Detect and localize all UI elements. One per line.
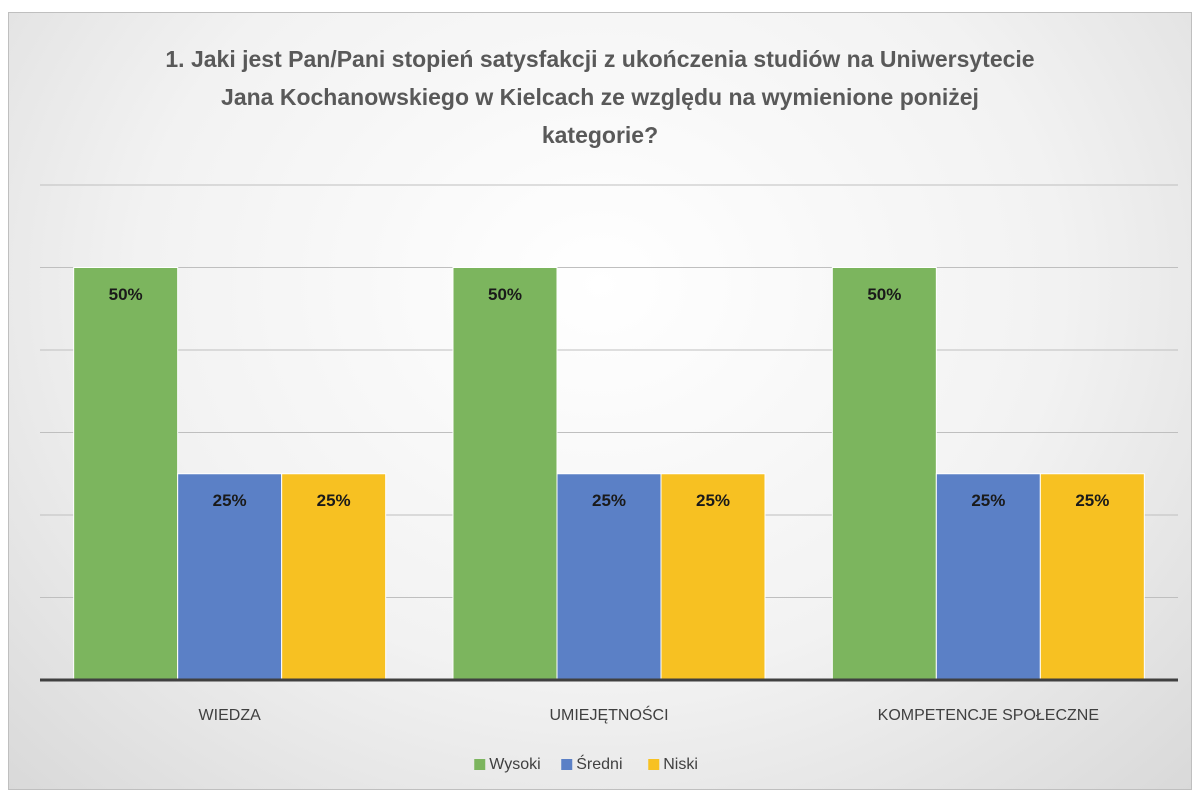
bar	[831, 267, 937, 681]
bar	[660, 473, 766, 681]
data-label: 50%	[488, 285, 522, 304]
x-tick-label: KOMPETENCJE SPOŁECZNE	[878, 707, 1099, 724]
legend-swatch	[561, 759, 573, 770]
data-label: 25%	[213, 491, 247, 510]
x-tick-label: UMIEJĘTNOŚCI	[549, 705, 668, 724]
legend-label: Wysoki	[489, 756, 540, 773]
bar	[73, 267, 179, 681]
data-label: 25%	[696, 491, 730, 510]
data-label: 50%	[109, 285, 143, 304]
legend-swatch	[474, 759, 486, 770]
x-tick-label: WIEDZA	[199, 707, 262, 724]
data-label: 50%	[867, 285, 901, 304]
bar	[177, 473, 283, 681]
legend-swatch	[648, 759, 660, 770]
bar	[281, 473, 387, 681]
data-label: 25%	[317, 491, 351, 510]
data-label: 25%	[971, 491, 1005, 510]
legend-label: Średni	[576, 754, 622, 773]
data-label: 25%	[592, 491, 626, 510]
bar	[556, 473, 662, 681]
bar	[1039, 473, 1145, 681]
bar	[452, 267, 558, 681]
data-label: 25%	[1075, 491, 1109, 510]
chart-title: 1. Jaki jest Pan/Pani stopień satysfakcj…	[165, 46, 1035, 148]
legend-label: Niski	[663, 756, 698, 773]
